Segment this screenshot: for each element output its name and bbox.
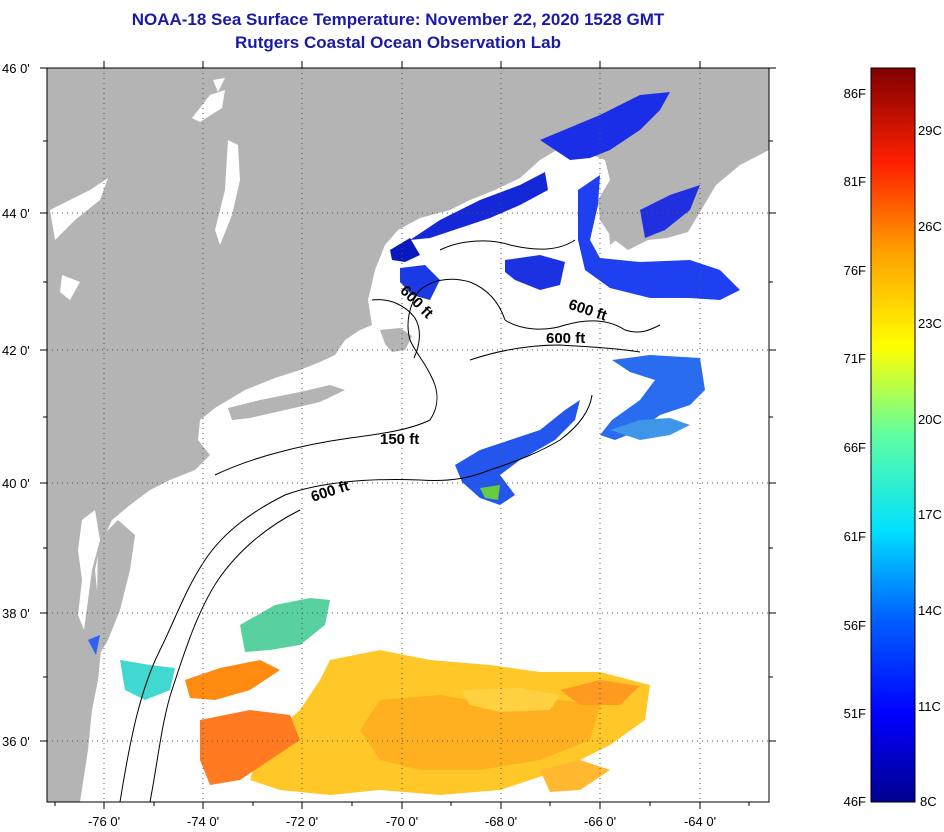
lake [215,140,240,245]
lon-label: -66 0' [584,814,616,829]
colorbar-f-label: 81F [844,174,866,189]
lon-label: -74 0' [187,814,219,829]
contour-label-150ft: 150 ft [380,431,419,448]
map-subtitle: Rutgers Coastal Ocean Observation Lab [235,33,561,52]
lake [192,90,225,122]
bathymetry-contours [119,239,661,802]
colorbar-c-label: 14C [918,603,942,618]
colorbar-f-label: 76F [844,263,866,278]
colorbar-f-label: 71F [844,351,866,366]
lat-label: 38 0' [2,606,30,621]
colorbar-c-label: 11C [918,699,941,714]
lon-label: -64 0' [684,814,716,829]
lat-label: 40 0' [2,476,30,491]
lake [50,178,108,240]
land-mainland [47,68,769,802]
colorbar-c-label: 26C [918,219,942,234]
lon-ticks [54,61,750,809]
colorbar-c-label: 20C [918,412,942,427]
lake [213,78,225,92]
colorbar [870,67,916,803]
land-delmarva [96,520,135,660]
lake [60,275,80,300]
colorbar-c-label: 23C [918,316,942,331]
colorbar-c-label: 8C [920,794,937,809]
colorbar-f-label: 51F [844,706,866,721]
lon-label: -76 0' [88,814,120,829]
colorbar-f-label: 46F [844,794,866,809]
land-long-island [228,385,345,420]
lat-label: 46 0' [2,61,30,76]
colorbar-f-label: 66F [844,440,866,455]
lon-label: -68 0' [485,814,517,829]
sst-overlay [88,92,740,795]
colorbar-f-label: 86F [844,86,866,101]
map-title: NOAA-18 Sea Surface Temperature: Novembe… [131,10,665,29]
land-nova-scotia [608,68,769,245]
lat-ticks [40,67,776,742]
lat-label: 44 0' [2,206,30,221]
lon-label: -72 0' [286,814,318,829]
graticule [47,68,769,802]
land-cape-cod [380,328,412,352]
contour-label-600ft-georges: 600 ft [546,330,585,347]
map-frame [46,67,770,803]
colorbar-f-label: 61F [844,529,866,544]
colorbar-c-label: 17C [918,507,942,522]
colorbar-f-label: 56F [844,618,866,633]
colorbar-c-label: 29C [918,123,942,138]
lon-label: -70 0' [386,814,418,829]
lat-label: 36 0' [2,734,30,749]
bay [78,510,100,630]
lat-label: 42 0' [2,343,30,358]
